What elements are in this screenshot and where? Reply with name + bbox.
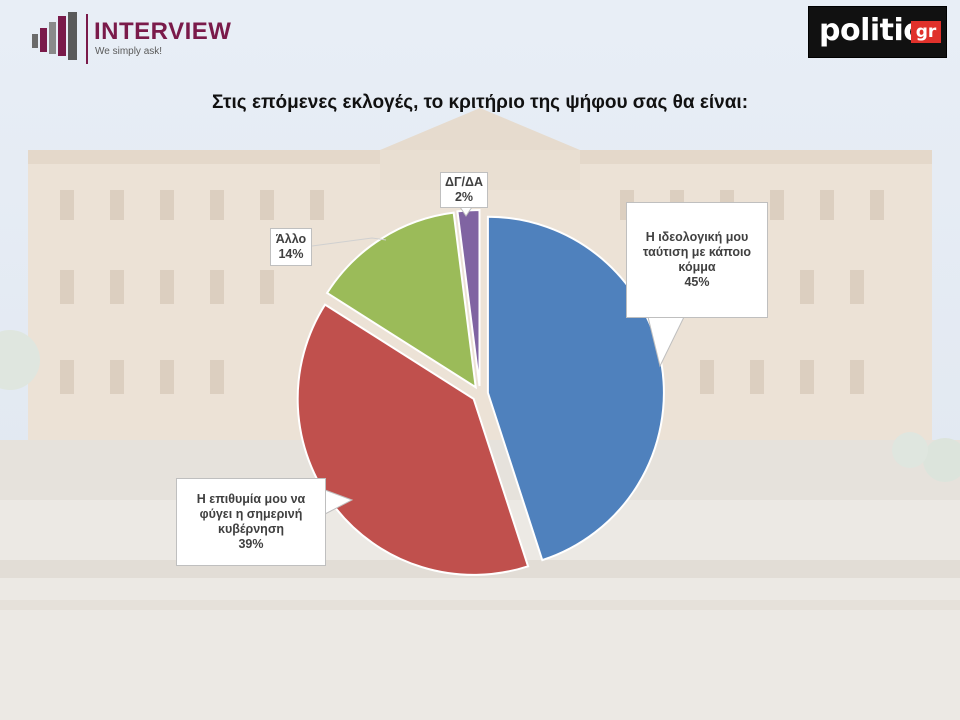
politic-logo: politic gr	[808, 6, 947, 58]
brand-tagline: We simply ask!	[95, 46, 163, 57]
slice-value-label: 45%	[684, 275, 710, 289]
slice-label-line: ταύτιση με κάποιο	[642, 245, 752, 259]
slice-value-label: 14%	[278, 247, 304, 261]
slice-label-line: κυβέρνηση	[217, 522, 285, 536]
slice-label-line: Άλλο	[275, 232, 307, 246]
slice-label-dk-na: ΔΓ/ΔΑ 2%	[440, 172, 488, 208]
slice-label-ideology: Η ιδεολογική μου ταύτιση με κάποιο κόμμα…	[626, 202, 768, 318]
slice-label-line: κόμμα	[678, 260, 716, 274]
bars-logo-icon	[32, 12, 77, 60]
interview-logo: INTERVIEW We simply ask!	[30, 12, 240, 66]
logo-divider	[86, 14, 88, 64]
slice-label-line: Η επιθυμία μου να	[196, 492, 306, 506]
pie-slice-other	[325, 211, 477, 390]
slice-label-line: ΔΓ/ΔΑ	[445, 175, 483, 189]
slice-label-government: Η επιθυμία μου να φύγει η σημερινή κυβέρ…	[176, 478, 326, 566]
leader-line-other	[311, 237, 387, 247]
slice-label-line: φύγει η σημερινή	[199, 507, 303, 521]
politic-word: politic	[819, 13, 921, 48]
slice-label-line: Η ιδεολογική μου	[645, 230, 749, 244]
slice-value-label: 39%	[238, 537, 264, 551]
chart-title: Στις επόμενες εκλογές, το κριτήριο της ψ…	[211, 92, 749, 113]
brand-name: INTERVIEW	[94, 18, 232, 45]
pie-slice-ideology	[486, 215, 665, 562]
slice-value-label: 2%	[454, 190, 474, 204]
politic-gr-badge: gr	[911, 21, 941, 43]
slice-label-other: Άλλο 14%	[270, 228, 312, 266]
